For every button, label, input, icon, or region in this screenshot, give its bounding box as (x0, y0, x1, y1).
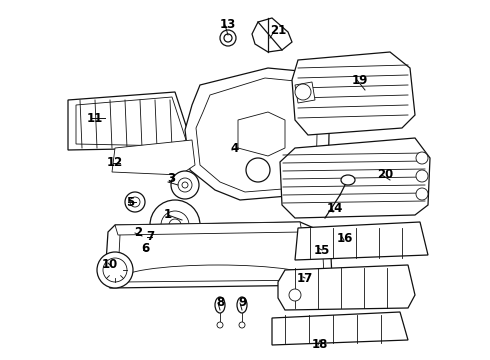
Text: 1: 1 (164, 208, 172, 221)
Polygon shape (105, 222, 332, 288)
Circle shape (295, 84, 311, 100)
Text: 20: 20 (377, 168, 393, 181)
Text: 8: 8 (216, 296, 224, 309)
Polygon shape (278, 265, 415, 310)
Circle shape (103, 258, 127, 282)
Circle shape (125, 192, 145, 212)
Polygon shape (280, 138, 430, 218)
Circle shape (161, 211, 189, 239)
Polygon shape (292, 52, 415, 135)
Ellipse shape (237, 297, 247, 313)
Text: 13: 13 (220, 18, 236, 31)
Circle shape (220, 30, 236, 46)
Text: 15: 15 (314, 243, 330, 256)
Text: 12: 12 (107, 157, 123, 170)
Text: 7: 7 (146, 230, 154, 243)
Text: 14: 14 (327, 202, 343, 215)
Circle shape (171, 171, 199, 199)
Circle shape (239, 322, 245, 328)
Polygon shape (115, 222, 302, 235)
Text: 18: 18 (312, 338, 328, 351)
Circle shape (289, 289, 301, 301)
Ellipse shape (136, 233, 154, 244)
Text: 21: 21 (270, 23, 286, 36)
Circle shape (340, 237, 350, 247)
Polygon shape (295, 222, 428, 260)
Circle shape (178, 178, 192, 192)
Ellipse shape (341, 175, 355, 185)
Polygon shape (272, 312, 408, 345)
Circle shape (224, 34, 232, 42)
Text: 19: 19 (352, 73, 368, 86)
Text: 16: 16 (337, 231, 353, 244)
Circle shape (97, 252, 133, 288)
Polygon shape (112, 140, 195, 175)
Polygon shape (196, 78, 318, 192)
Text: 5: 5 (126, 195, 134, 208)
Polygon shape (238, 112, 285, 156)
Polygon shape (310, 65, 360, 130)
Circle shape (416, 188, 428, 200)
Text: 9: 9 (238, 296, 246, 309)
Circle shape (217, 322, 223, 328)
Circle shape (416, 170, 428, 182)
Circle shape (246, 158, 270, 182)
Polygon shape (252, 18, 292, 52)
Text: 2: 2 (134, 226, 142, 239)
Polygon shape (295, 82, 315, 103)
Circle shape (150, 200, 200, 250)
Text: 4: 4 (231, 141, 239, 154)
Ellipse shape (215, 297, 225, 313)
Polygon shape (76, 97, 186, 146)
Text: 3: 3 (167, 171, 175, 184)
Text: 6: 6 (141, 242, 149, 255)
Polygon shape (185, 68, 330, 200)
Polygon shape (68, 92, 190, 150)
Polygon shape (118, 227, 324, 282)
Text: 10: 10 (102, 258, 118, 271)
Circle shape (130, 197, 140, 207)
Circle shape (182, 182, 188, 188)
Circle shape (416, 152, 428, 164)
Circle shape (169, 219, 181, 231)
Text: 17: 17 (297, 271, 313, 284)
Text: 11: 11 (87, 112, 103, 125)
